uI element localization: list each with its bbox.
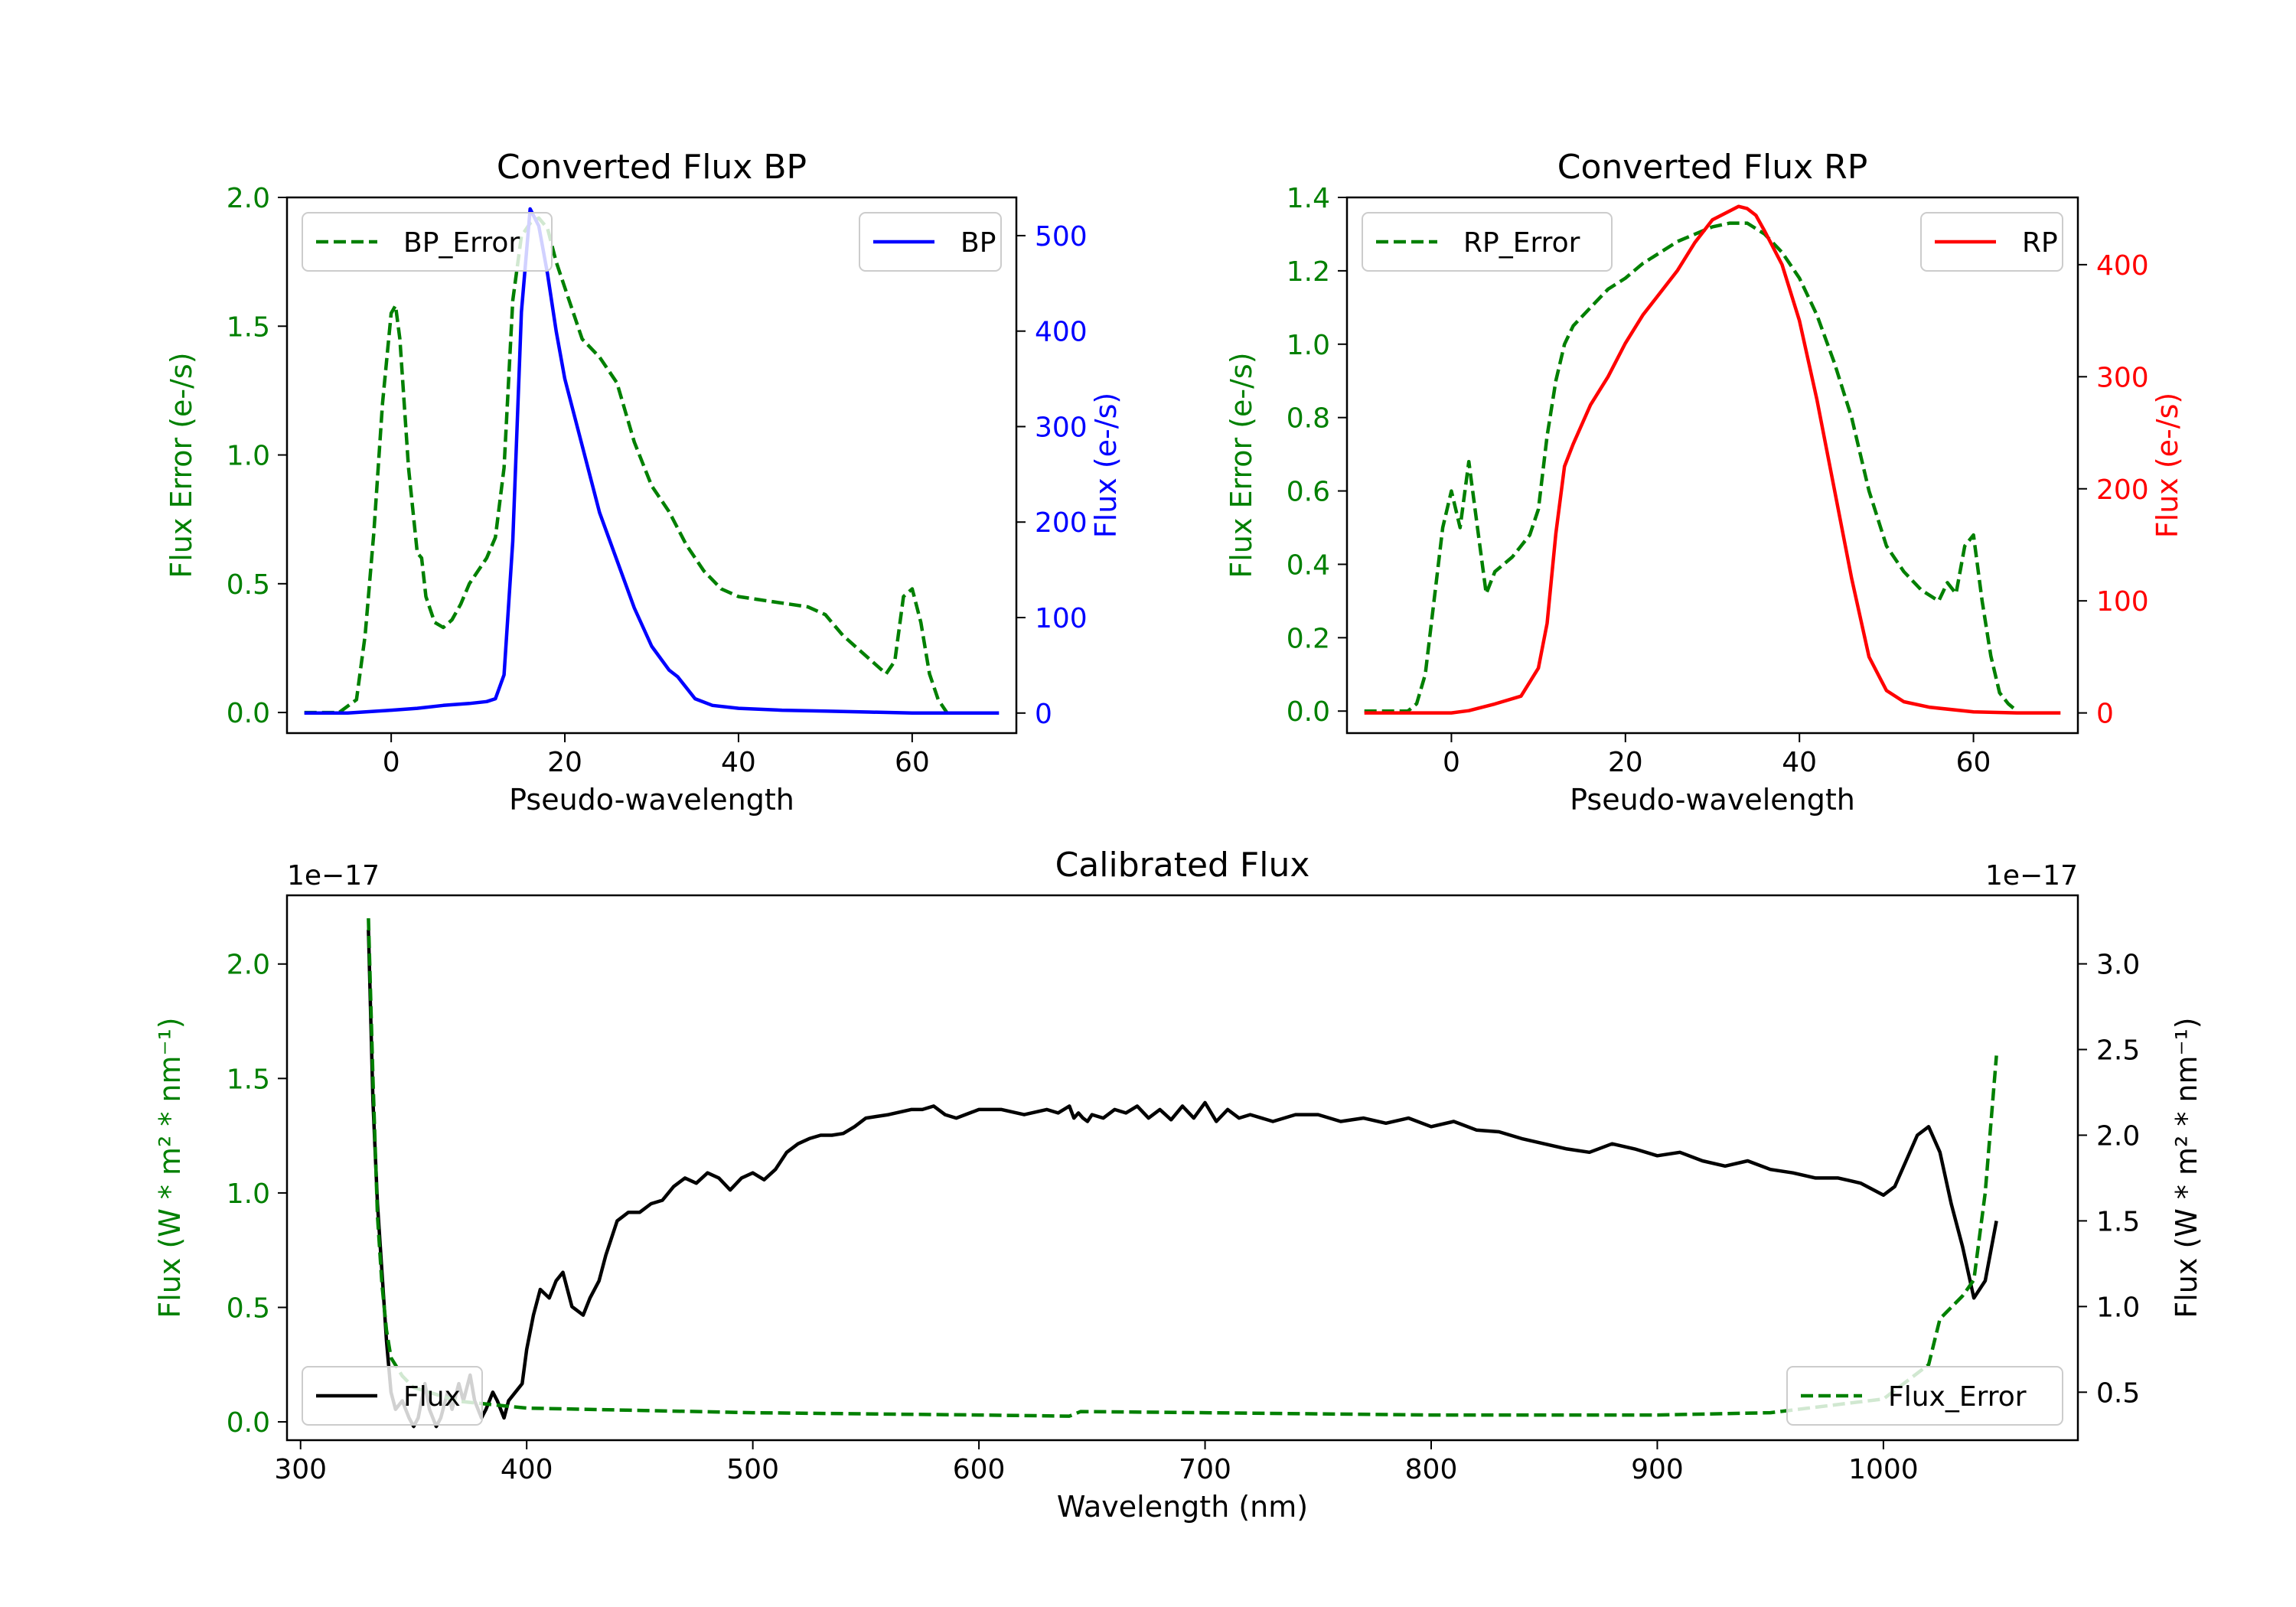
x-tick-label: 1000	[1848, 1454, 1919, 1485]
rp-title: Converted Flux RP	[1557, 148, 1868, 187]
x-tick-label: 400	[501, 1454, 553, 1485]
cal-title: Calibrated Flux	[1055, 846, 1310, 885]
bp-chart: 0 20 40 60 0.0 0.5 1.0 1.5 2.0 0 100 200 300 400 500 Co…	[165, 148, 1123, 817]
bp-legend: BP	[859, 212, 1002, 272]
bp-x-axis-label: Pseudo-wavelength	[509, 783, 794, 817]
right-tick-label: 400	[2096, 250, 2149, 282]
left-tick-label: 0.5	[227, 1292, 270, 1324]
x-tick-label: 700	[1179, 1454, 1231, 1485]
right-tick-label: 500	[1035, 221, 1088, 253]
right-tick-label: 300	[2096, 362, 2149, 393]
x-tick-label: 600	[953, 1454, 1006, 1485]
cal-x-axis-label: Wavelength (nm)	[1057, 1490, 1308, 1524]
bp-line	[304, 207, 1000, 715]
right-tick-label: 300	[1035, 412, 1088, 443]
left-tick-label: 1.2	[1287, 256, 1330, 288]
x-tick-label: 0	[383, 747, 400, 778]
right-tick-label: 0.5	[2096, 1377, 2140, 1409]
left-tick-label: 1.0	[227, 1178, 270, 1210]
cal-left-axis-label: Flux (W * m² * nm⁻¹)	[153, 1017, 187, 1318]
x-tick-label: 40	[721, 747, 756, 778]
left-tick-label: 1.4	[1287, 183, 1330, 214]
left-tick-label: 2.0	[227, 183, 270, 214]
cal-plot-frame	[285, 894, 2079, 1442]
flux-error-legend: Flux_Error	[1786, 1366, 2063, 1426]
legend-label: RP	[2022, 227, 2058, 259]
cal-right-axis-label: Flux (W * m² * nm⁻¹)	[2170, 1017, 2203, 1318]
right-tick-label: 1.5	[2096, 1206, 2140, 1237]
right-offset-text: 1e−17	[1985, 860, 2078, 892]
right-tick-label: 3.0	[2096, 950, 2140, 981]
right-tick-label: 100	[2096, 586, 2149, 618]
legend-box	[302, 1366, 483, 1426]
x-tick-label: 0	[1443, 747, 1460, 778]
cal-chart: 300 400 500 600 700 800 900 1000 0.0 0.5 1.0 1.5 2.0…	[153, 846, 2203, 1524]
x-tick-label: 20	[547, 747, 582, 778]
legend-label: RP_Error	[1463, 227, 1580, 259]
left-tick-label: 0.8	[1287, 403, 1330, 435]
left-tick-label: 0.0	[227, 1407, 270, 1439]
bp-left-axis-label: Flux Error (e-/s)	[165, 352, 198, 578]
left-tick-label: 0.0	[1287, 696, 1330, 728]
legend-label: Flux_Error	[1888, 1381, 2027, 1413]
bp-plot-frame	[285, 196, 1018, 735]
x-tick-label: 300	[274, 1454, 327, 1485]
rp-left-axis-label: Flux Error (e-/s)	[1225, 352, 1258, 578]
left-tick-label: 0.4	[1287, 549, 1330, 581]
legend-box	[1786, 1366, 2063, 1426]
bp-title: Converted Flux BP	[497, 148, 807, 187]
left-tick-label: 1.5	[227, 1064, 270, 1095]
rp-legend: RP	[1920, 212, 2063, 272]
x-tick-label: 60	[895, 747, 930, 778]
rp-plot-frame	[1345, 196, 2079, 735]
left-offset-text: 1e−17	[287, 860, 380, 892]
left-tick-label: 1.5	[227, 311, 270, 343]
rp-line	[1364, 204, 2061, 715]
right-tick-label: 200	[2096, 474, 2149, 506]
left-tick-label: 0.6	[1287, 477, 1330, 508]
right-tick-label: 1.0	[2096, 1292, 2140, 1323]
right-tick-label: 400	[1035, 317, 1088, 348]
right-tick-label: 0	[1035, 699, 1052, 730]
right-tick-label: 0	[2096, 699, 2114, 730]
legend-label: Flux	[403, 1381, 461, 1413]
x-tick-label: 800	[1405, 1454, 1458, 1485]
legend-box	[302, 212, 553, 272]
x-tick-label: 900	[1631, 1454, 1684, 1485]
rp-x-axis-label: Pseudo-wavelength	[1570, 783, 1855, 817]
bp-error-legend: BP_Error	[302, 212, 553, 272]
flux-line	[367, 929, 1998, 1429]
bp-right-axis-label: Flux (e-/s)	[1089, 393, 1123, 538]
rp-error-line	[1364, 221, 2018, 713]
flux-legend: Flux	[302, 1366, 483, 1426]
left-tick-label: 0.5	[227, 569, 270, 601]
left-tick-label: 2.0	[227, 950, 270, 981]
bp-error-line	[304, 216, 949, 715]
x-tick-label: 60	[1956, 747, 1991, 778]
right-tick-label: 2.0	[2096, 1120, 2140, 1152]
right-tick-label: 2.5	[2096, 1035, 2140, 1067]
x-tick-label: 40	[1782, 747, 1817, 778]
legend-box	[1362, 212, 1613, 272]
right-tick-label: 100	[1035, 603, 1088, 634]
rp-error-legend: RP_Error	[1362, 212, 1613, 272]
rp-right-axis-label: Flux (e-/s)	[2151, 393, 2184, 538]
legend-label: BP_Error	[403, 227, 520, 259]
legend-label: BP	[960, 227, 996, 259]
left-tick-label: 1.0	[227, 441, 270, 472]
x-tick-label: 20	[1608, 747, 1643, 778]
left-tick-label: 0.2	[1287, 623, 1330, 654]
rp-chart: 0 20 40 60 0.0 0.2 0.4 0.6 0.8 1.0 1.2 1.4 0 100 200 30…	[1225, 148, 2184, 817]
left-tick-label: 1.0	[1287, 330, 1330, 361]
flux-error-line	[367, 918, 1998, 1418]
left-tick-label: 0.0	[227, 698, 270, 729]
right-tick-label: 200	[1035, 507, 1088, 539]
x-tick-label: 500	[726, 1454, 779, 1485]
